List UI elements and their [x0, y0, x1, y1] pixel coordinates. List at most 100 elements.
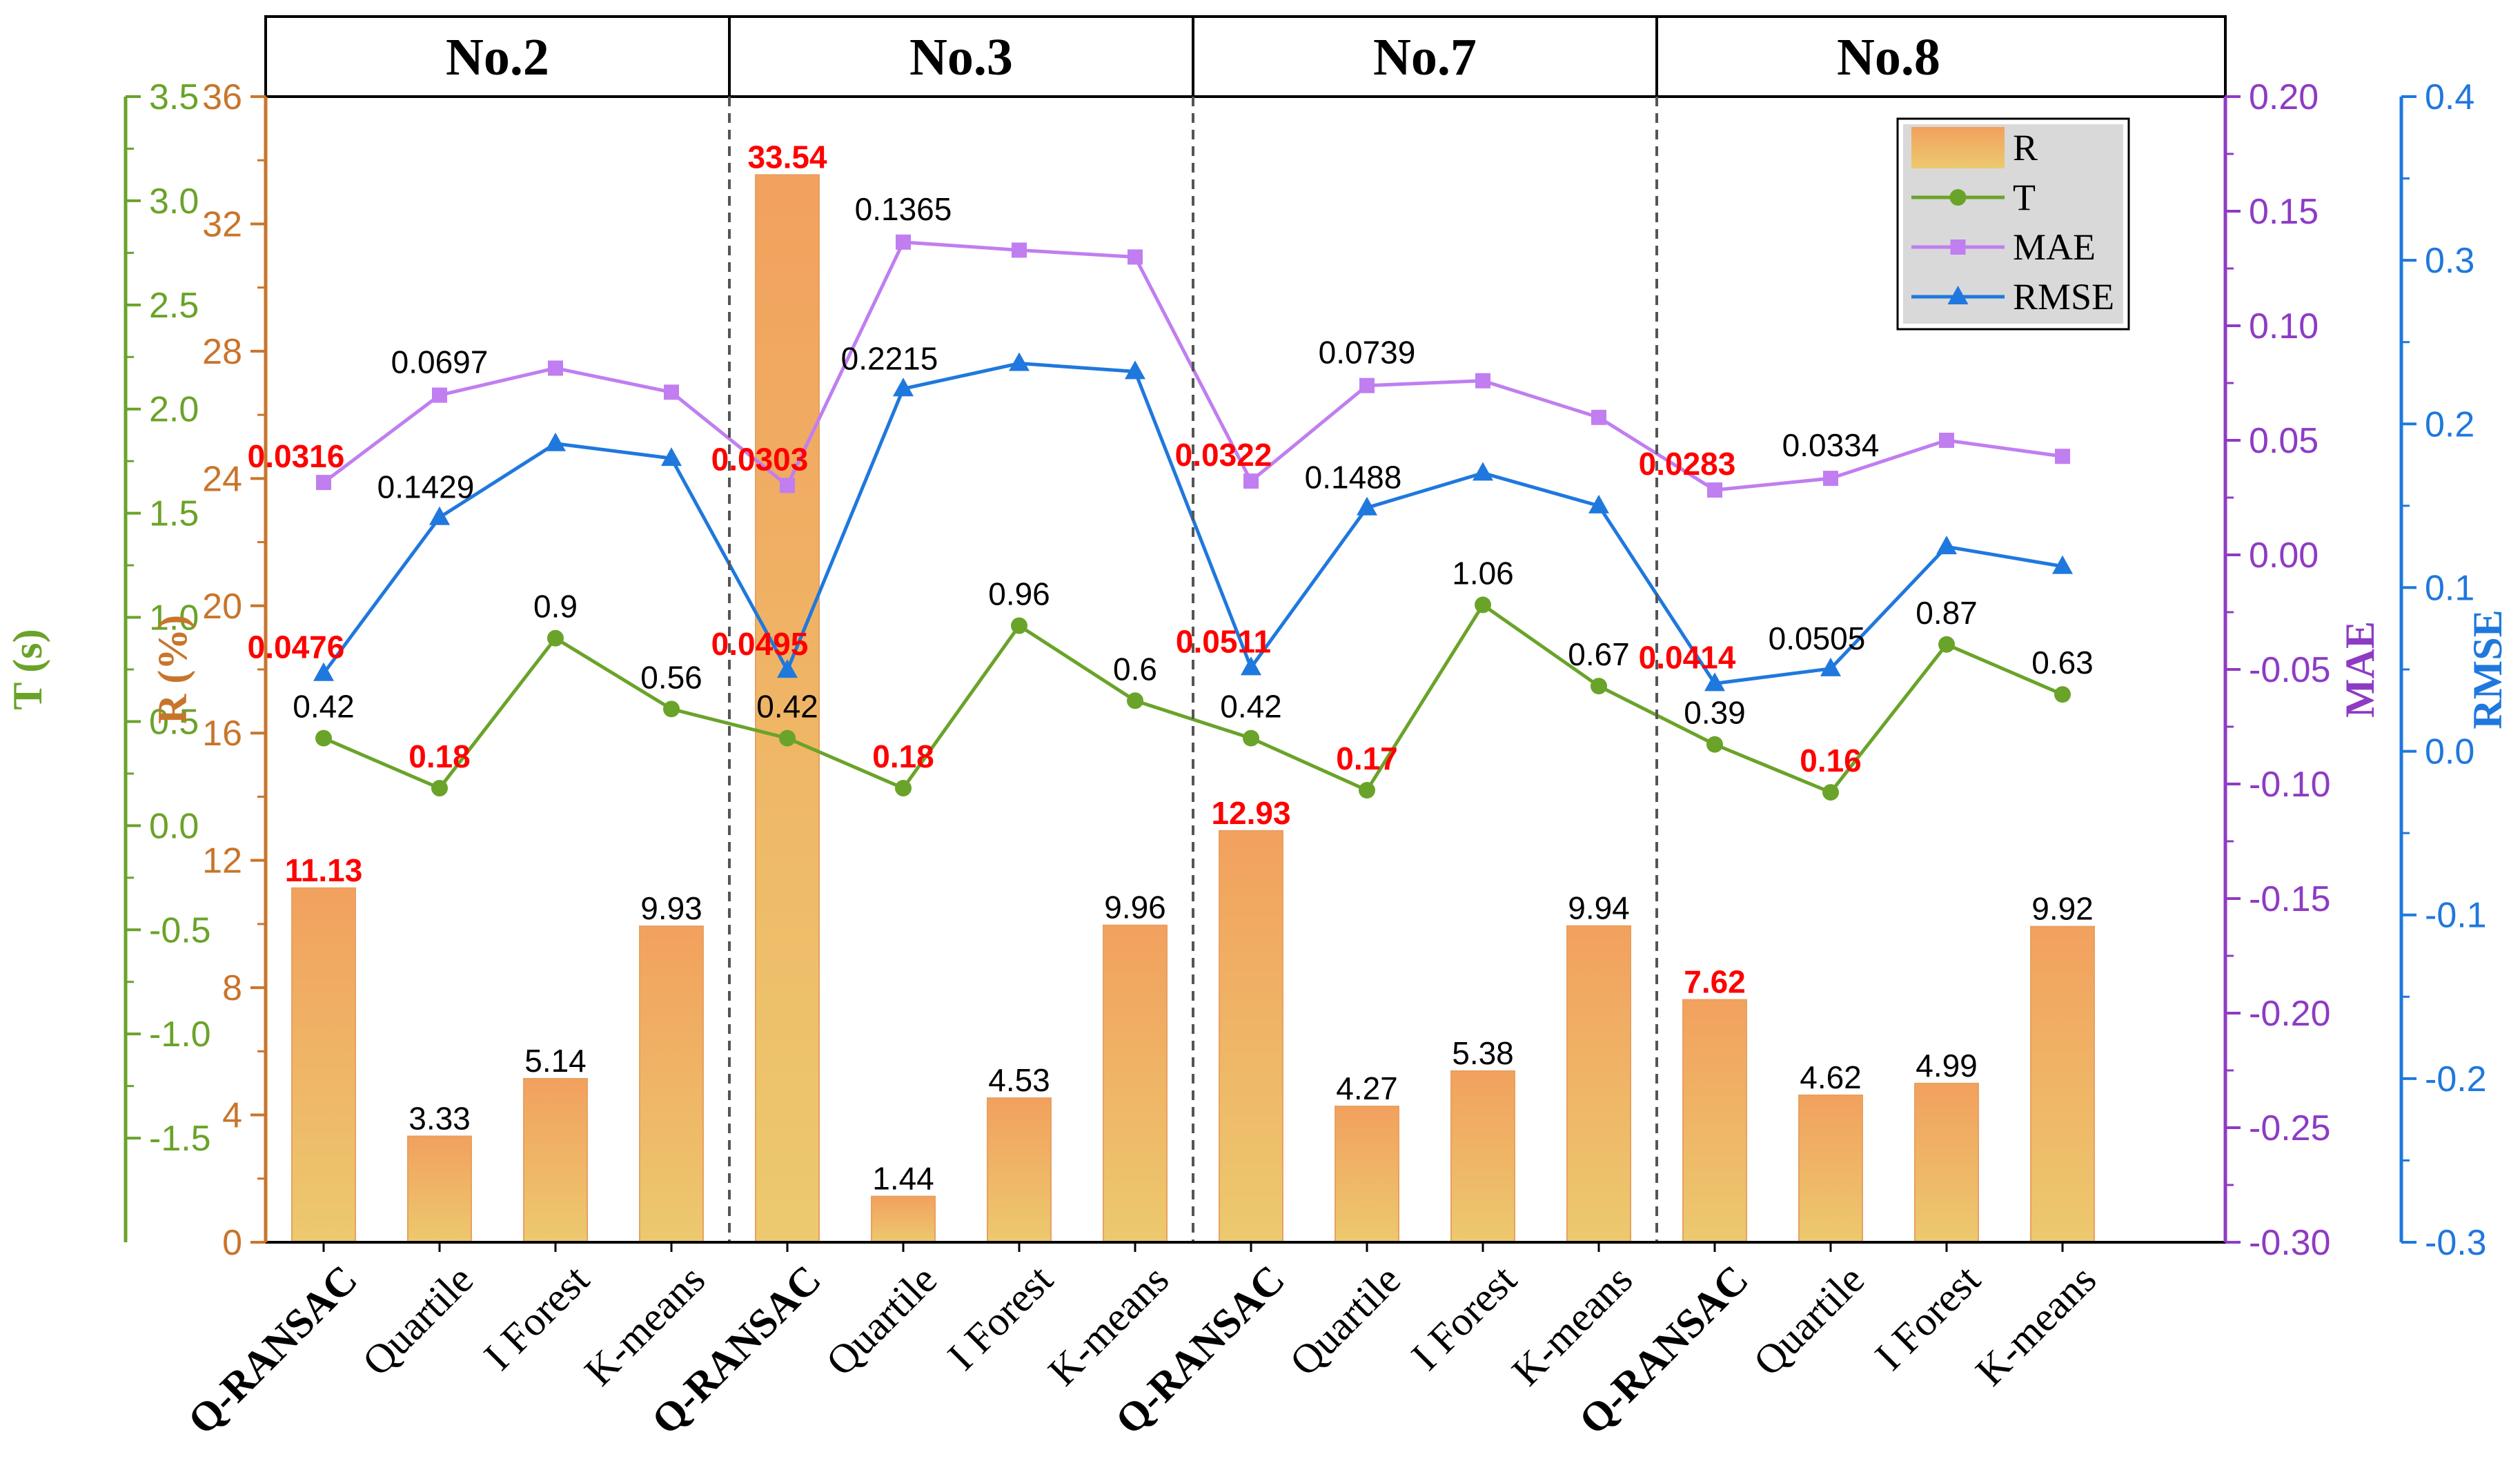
marker-t-3 — [547, 629, 564, 647]
marker-mae-15 — [1939, 433, 1954, 448]
axis-tick-label-t: 0.5 — [149, 702, 199, 742]
x-tick-label-14: Quartile — [1744, 1257, 1873, 1385]
marker-t-2 — [431, 780, 448, 797]
legend-marker-rmse — [1947, 286, 1969, 304]
bar-r-8 — [1103, 924, 1168, 1243]
point-label-mae-10: 0.0739 — [1319, 335, 1416, 371]
point-label-mae-14: 0.0334 — [1782, 427, 1880, 463]
marker-rmse-3 — [545, 432, 566, 451]
marker-t-4 — [663, 700, 680, 718]
line-t — [323, 602, 2063, 795]
bar-r-13 — [1682, 999, 1747, 1243]
axis-tick-label-mae: -0.20 — [2249, 994, 2331, 1034]
marker-t-6 — [895, 780, 912, 797]
bar-label-r-5: 33.54 — [747, 139, 827, 175]
legend-marker-mae — [1950, 239, 1966, 255]
axis-tick-label-rmse: 0.2 — [2425, 404, 2474, 444]
bar-r-9 — [1219, 830, 1283, 1243]
bar-label-r-8: 9.96 — [1104, 890, 1166, 925]
point-label-t-14: 0.16 — [1800, 743, 1862, 778]
axis-tick-label-mae: 0.15 — [2249, 192, 2319, 232]
point-label-t-12: 0.67 — [1568, 636, 1630, 672]
bar-r-14 — [1798, 1094, 1863, 1244]
marker-mae-2 — [432, 387, 447, 403]
bar-label-r-16: 9.92 — [2031, 891, 2094, 927]
bar-r-6 — [871, 1195, 936, 1243]
marker-rmse-1 — [313, 662, 334, 681]
axis-tick-label-r: 12 — [202, 841, 242, 881]
point-label-t-9: 0.42 — [1220, 689, 1282, 725]
group-label-no-3: No.3 — [909, 28, 1013, 86]
axis-title-t: T (s) — [5, 629, 50, 709]
marker-mae-13 — [1707, 482, 1722, 498]
axis-tick-label-mae: 0.20 — [2249, 77, 2319, 117]
point-label-mae-2: 0.0697 — [391, 344, 489, 380]
group-label-no-2: No.2 — [446, 28, 549, 86]
axis-tick-label-rmse: 0.0 — [2425, 732, 2474, 772]
marker-mae-4 — [664, 384, 679, 400]
bar-r-7 — [987, 1097, 1052, 1244]
bar-r-12 — [1566, 925, 1631, 1243]
axis-title-mae: MAE — [2337, 621, 2383, 718]
axis-tick-label-t: 1.0 — [149, 598, 199, 638]
axis-tick-label-mae: -0.05 — [2249, 650, 2331, 690]
marker-mae-14 — [1823, 471, 1838, 487]
bar-label-r-15: 4.99 — [1916, 1048, 1978, 1084]
axis-tick-label-mae: -0.10 — [2249, 765, 2331, 805]
axis-tick-label-rmse: -0.2 — [2425, 1059, 2487, 1099]
axis-tick-label-t: 3.5 — [149, 77, 199, 117]
bar-r-5 — [755, 174, 820, 1243]
point-label-t-16: 0.63 — [2031, 645, 2094, 680]
axis-tick-label-mae: 0.00 — [2249, 536, 2319, 576]
point-label-t-6: 0.18 — [872, 738, 934, 774]
axis-tick-label-t: 3.0 — [149, 182, 199, 222]
marker-mae-3 — [548, 360, 563, 376]
point-label-mae-6: 0.1365 — [855, 191, 952, 227]
marker-t-11 — [1475, 596, 1491, 614]
axis-tick-label-mae: -0.15 — [2249, 879, 2331, 919]
bar-r-4 — [639, 925, 704, 1244]
marker-mae-12 — [1591, 409, 1606, 425]
bar-label-r-13: 7.62 — [1684, 964, 1746, 1000]
axis-title-r: R (%) — [150, 615, 195, 724]
marker-mae-9 — [1243, 473, 1259, 489]
axis-tick-label-mae: -0.30 — [2249, 1223, 2331, 1263]
axis-tick-label-t: -1.0 — [149, 1015, 211, 1055]
point-label-t-1: 0.42 — [293, 689, 355, 725]
marker-rmse-16 — [2052, 555, 2073, 574]
point-label-mae-5: 0.0303 — [711, 441, 809, 477]
axis-tick-label-t: -0.5 — [149, 910, 211, 950]
marker-rmse-4 — [661, 447, 682, 467]
point-label-t-4: 0.56 — [640, 659, 702, 695]
group-label-no-8: No.8 — [1837, 28, 1940, 86]
bar-label-r-2: 3.33 — [408, 1100, 471, 1136]
marker-mae-10 — [1359, 378, 1375, 393]
marker-rmse-6 — [893, 378, 914, 397]
legend-label-t: T — [2013, 177, 2036, 218]
x-tick-label-16: K-means — [1967, 1257, 2105, 1395]
marker-rmse-2 — [429, 506, 450, 525]
marker-t-5 — [779, 729, 796, 747]
axis-tick-label-rmse: -0.1 — [2425, 896, 2487, 936]
bar-label-r-14: 4.62 — [1800, 1059, 1862, 1095]
axis-tick-label-rmse: 0.4 — [2425, 77, 2474, 117]
marker-rmse-11 — [1473, 462, 1493, 481]
marker-mae-6 — [896, 234, 911, 250]
axis-tick-label-t: 0.0 — [149, 806, 199, 846]
point-label-rmse-5: 0.0495 — [711, 626, 809, 662]
marker-rmse-9 — [1241, 656, 1261, 676]
axis-tick-label-r: 8 — [222, 968, 242, 1008]
marker-rmse-14 — [1820, 657, 1841, 676]
marker-t-9 — [1243, 729, 1259, 747]
bar-label-r-6: 1.44 — [872, 1161, 934, 1197]
bar-label-r-12: 9.94 — [1568, 890, 1630, 926]
axis-tick-label-r: 4 — [222, 1096, 242, 1136]
point-label-rmse-6: 0.2215 — [841, 340, 938, 376]
point-label-rmse-14: 0.0505 — [1769, 620, 1866, 656]
point-label-mae-9: 0.0322 — [1175, 437, 1272, 473]
point-label-t-13: 0.39 — [1684, 695, 1746, 731]
marker-rmse-10 — [1357, 496, 1377, 516]
point-label-t-11: 1.06 — [1452, 555, 1514, 591]
axis-tick-label-r: 32 — [202, 204, 242, 244]
point-label-t-8: 0.6 — [1113, 651, 1157, 687]
